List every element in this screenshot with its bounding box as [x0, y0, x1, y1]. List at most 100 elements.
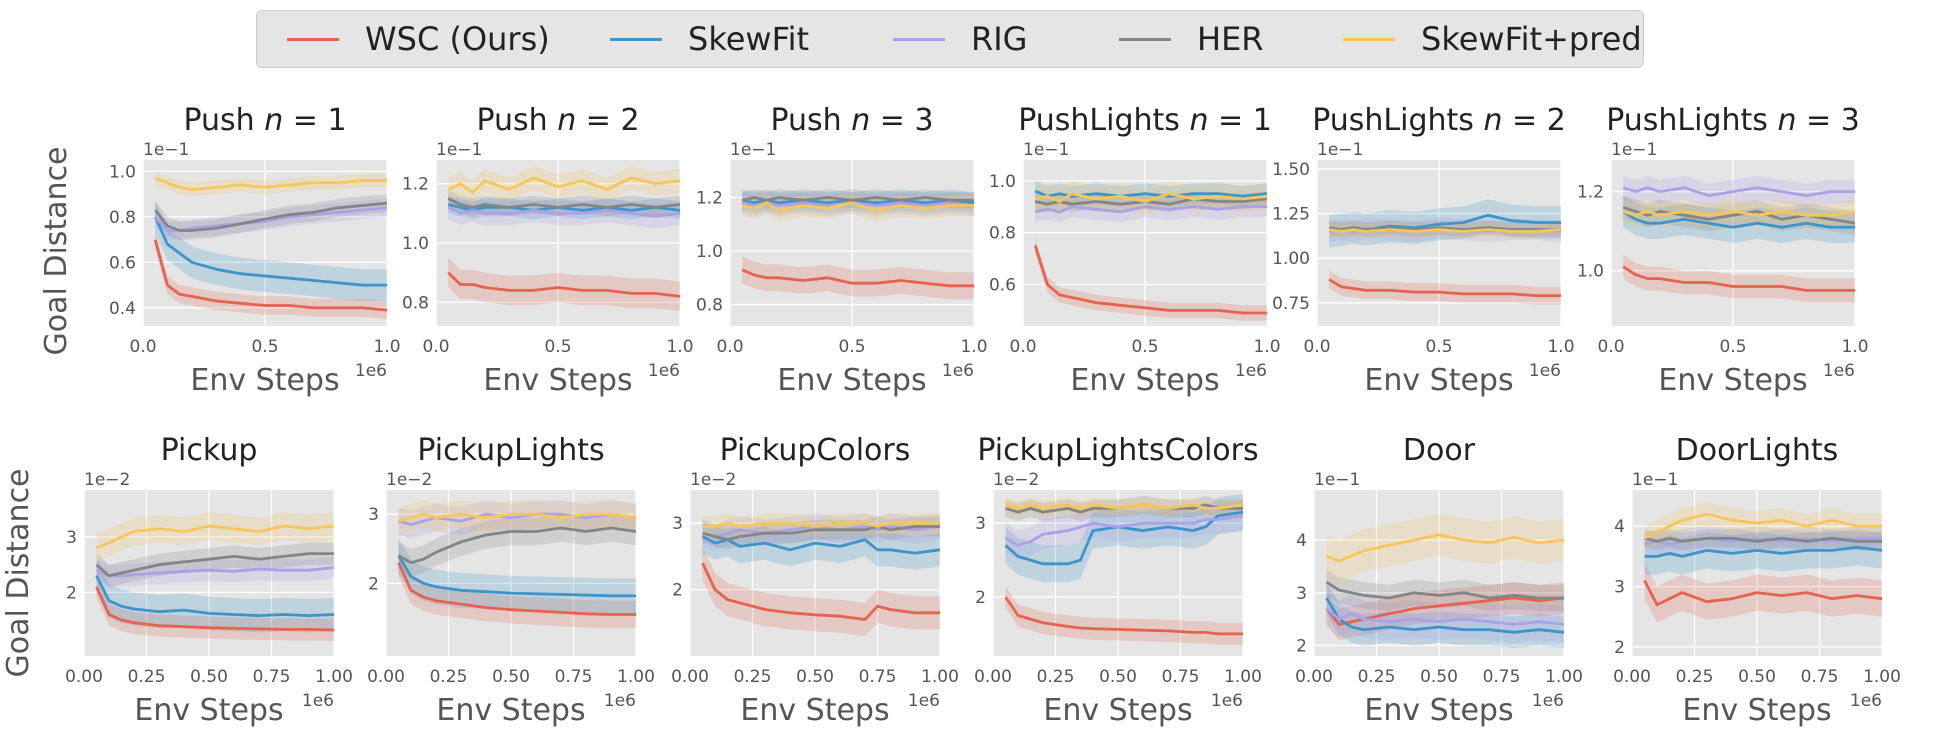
legend-label-rig: RIG — [971, 20, 1028, 58]
x-tick-label: 1.0 — [1547, 337, 1574, 357]
y-tick-label: 0.8 — [402, 293, 429, 313]
series-group — [741, 189, 974, 300]
series-line-wsc-ours — [1325, 596, 1564, 626]
y-tick-label: 1.2 — [1577, 183, 1604, 203]
series-line-wsc-ours — [397, 562, 636, 616]
legend-label-skewfit-pred: SkewFit+pred — [1421, 20, 1642, 58]
y-multiplier: 1e−2 — [84, 470, 130, 490]
series-group — [397, 500, 636, 629]
series-line-wsc-ours — [1643, 579, 1882, 607]
band-skewfit — [1623, 195, 1855, 243]
y-tick-label: 4 — [1614, 517, 1625, 537]
y-tick-label: 2 — [672, 581, 683, 601]
x-multiplier: 1e6 — [648, 361, 680, 381]
y-tick-label: 3 — [368, 505, 379, 525]
legend-item-skewfit-pred: SkewFit+pred — [1343, 11, 1642, 67]
y-tick-label: 0.6 — [109, 253, 136, 273]
x-tick-label: 0.5 — [251, 337, 278, 357]
band-wsc-ours — [1623, 254, 1855, 303]
x-tick-label: 0.0 — [422, 337, 449, 357]
series-group — [1033, 180, 1267, 321]
x-axis-label: Env Steps — [1364, 693, 1513, 728]
series-group — [95, 512, 334, 642]
legend-item-wsc: WSC (Ours) — [287, 11, 550, 67]
legend-swatch-wsc — [287, 37, 339, 41]
legend-item-rig: RIG — [893, 11, 1027, 67]
band-her — [96, 542, 334, 587]
x-axis-label: Env Steps — [1043, 693, 1192, 728]
band-wsc-ours — [398, 548, 636, 629]
x-multiplier: 1e6 — [1850, 691, 1882, 711]
series-line-wsc-ours — [153, 239, 387, 312]
series-line-her — [1644, 536, 1882, 543]
x-tick-label: 0.50 — [1099, 667, 1137, 687]
series-line-skewfit-pred — [95, 524, 334, 550]
y-tick-label: 0.8 — [696, 296, 723, 316]
legend-item-skewfit: SkewFit — [610, 11, 809, 67]
y-axis-label: Goal Distance — [1, 468, 36, 677]
legend-swatch-rig — [893, 37, 945, 41]
band-wsc-ours — [742, 256, 974, 300]
series-group — [701, 513, 940, 637]
series-line-skewfit-pred — [1622, 209, 1855, 217]
band-wsc-ours — [155, 230, 387, 320]
x-tick-label: 0.25 — [430, 667, 468, 687]
y-tick-label: 1.0 — [989, 172, 1016, 192]
x-tick-label: 1.0 — [373, 337, 400, 357]
x-multiplier: 1e6 — [604, 691, 636, 711]
x-tick-label: 1.0 — [666, 337, 693, 357]
series-line-skewfit-pred — [702, 521, 940, 528]
series-line-rig — [1325, 607, 1564, 626]
series-line-her — [741, 196, 974, 202]
y-tick-label: 1.00 — [1272, 249, 1310, 269]
y-tick-label: 0.75 — [1272, 294, 1310, 314]
y-multiplier: 1e−1 — [436, 140, 482, 160]
x-axis-label: Env Steps — [740, 693, 889, 728]
legend-swatch-skewfit — [610, 37, 662, 41]
x-tick-label: 0.25 — [1676, 667, 1714, 687]
series-group — [1325, 513, 1564, 649]
legend-swatch-her — [1119, 37, 1171, 41]
series-line-wsc-ours — [701, 562, 940, 621]
series-line-skewfit — [1644, 545, 1882, 558]
x-axis-label: Env Steps — [483, 363, 632, 398]
series-line-skewfit — [1034, 189, 1267, 198]
x-tick-label: 0.0 — [1303, 337, 1330, 357]
y-tick-label: 1.50 — [1272, 160, 1310, 180]
y-tick-label: 2 — [368, 574, 379, 594]
panel-pickuplightscolors: 0.00 0.25 0.50 0.75 1.00 2 3 1e−2 1e6 Env Steps Pi… — [974, 433, 1262, 728]
x-tick-label: 0.50 — [1420, 667, 1458, 687]
series-line-wsc-ours — [447, 271, 680, 298]
band-rig — [1005, 501, 1243, 561]
x-multiplier: 1e6 — [1211, 691, 1243, 711]
band-skewfit-pred — [1326, 513, 1564, 583]
x-tick-label: 0.5 — [544, 337, 571, 357]
x-tick-label: 0.75 — [859, 667, 897, 687]
series-line-skewfit-pred — [741, 201, 974, 213]
y-multiplier: 1e−1 — [1611, 140, 1657, 160]
series-group — [1328, 199, 1561, 305]
series-line-rig — [95, 566, 334, 578]
series-group — [447, 165, 680, 312]
y-multiplier: 1e−1 — [1317, 140, 1363, 160]
series-line-wsc-ours — [1622, 265, 1855, 292]
x-tick-label: 0.50 — [190, 667, 228, 687]
band-skewfit-pred — [1035, 180, 1267, 215]
x-tick-label: 1.0 — [1841, 337, 1868, 357]
y-tick-label: 0.6 — [989, 276, 1016, 296]
x-multiplier: 1e6 — [1529, 361, 1561, 381]
x-axis-label: Env Steps — [436, 693, 585, 728]
x-axis-label: Env Steps — [1682, 693, 1831, 728]
y-tick-label: 1.0 — [1577, 262, 1604, 282]
x-tick-label: 0.50 — [796, 667, 834, 687]
panel-title: PickupColors — [720, 433, 911, 468]
band-skewfit — [1005, 493, 1243, 583]
series-line-rig — [1004, 514, 1243, 547]
y-tick-label: 2 — [66, 583, 77, 603]
x-axis-label: Env Steps — [134, 693, 283, 728]
series-line-skewfit-pred — [1005, 503, 1243, 510]
y-tick-label: 0.8 — [989, 224, 1016, 244]
x-axis-label: Env Steps — [1070, 363, 1219, 398]
panel-pushlights-n-3: 0.0 0.5 1.0 1.0 1.2 1e−1 1e6 Env Steps PushLight… — [1577, 103, 1869, 398]
panel-title: DoorLights — [1676, 433, 1839, 468]
